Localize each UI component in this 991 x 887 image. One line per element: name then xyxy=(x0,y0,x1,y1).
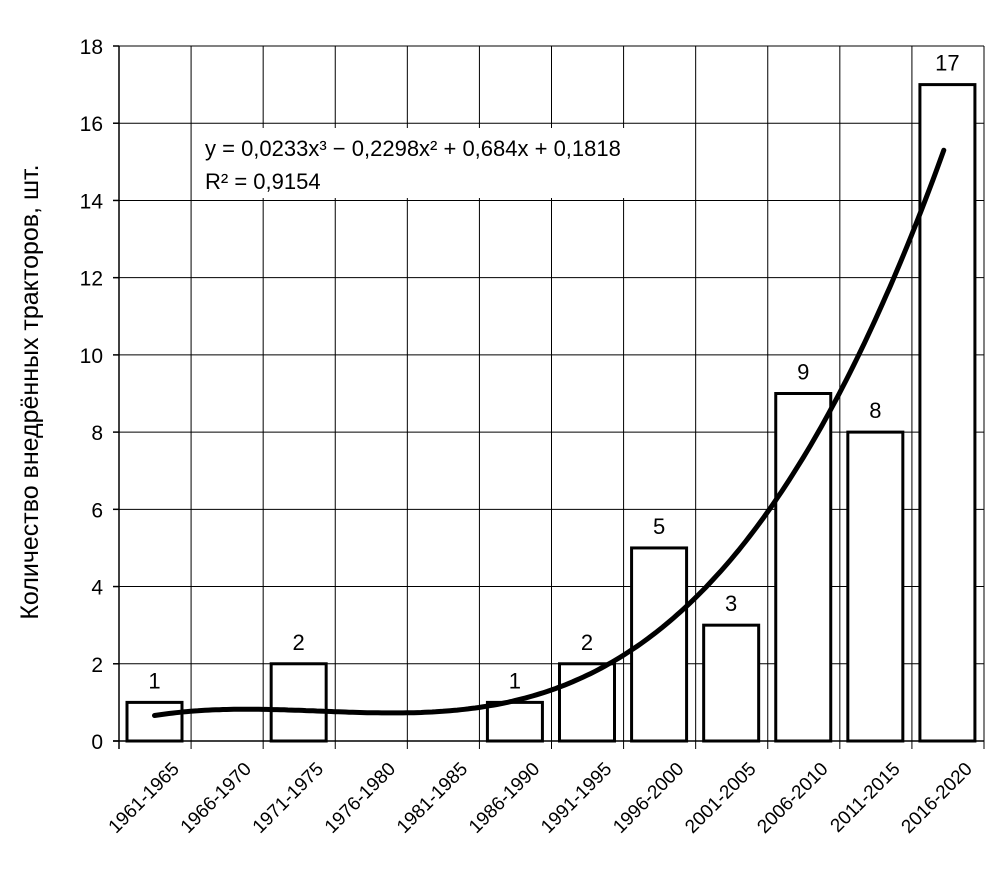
trendline-r2: R² = 0,9154 xyxy=(205,169,321,194)
y-tick-label: 16 xyxy=(80,113,103,136)
bar xyxy=(269,662,328,743)
y-tick-label: 8 xyxy=(91,422,103,445)
x-tick-label: 1971-1975 xyxy=(249,759,328,838)
bar xyxy=(558,662,616,743)
trendline xyxy=(152,147,947,718)
bar xyxy=(125,700,184,743)
axes xyxy=(113,45,984,749)
y-tick-label: 2 xyxy=(91,654,103,677)
bar xyxy=(702,623,761,743)
bar xyxy=(774,392,833,743)
y-tick-label: 0 xyxy=(91,731,103,754)
data-label: 1 xyxy=(509,668,521,693)
data-label: 2 xyxy=(581,630,593,655)
x-tick-label: 1986-1990 xyxy=(465,759,544,838)
x-tick-label: 2006-2010 xyxy=(753,759,832,838)
y-tick-label: 4 xyxy=(91,577,103,600)
bar xyxy=(485,700,544,743)
x-tick-label: 2001-2005 xyxy=(681,759,760,838)
y-tick-label: 18 xyxy=(80,36,103,59)
y-tick-label: 6 xyxy=(91,499,103,522)
y-axis-label: Количество внедрённых тракторов, шт. xyxy=(16,164,44,619)
x-tick-label: 1961-1965 xyxy=(105,759,184,838)
data-label: 8 xyxy=(869,398,881,423)
x-tick-label: 1966-1970 xyxy=(177,759,256,838)
trendline-equation: y = 0,0233x³ − 0,2298x² + 0,684x + 0,181… xyxy=(205,136,621,161)
data-label: 3 xyxy=(725,591,737,616)
data-label: 17 xyxy=(935,51,959,76)
data-label: 2 xyxy=(293,630,305,655)
x-tick-label: 2016-2020 xyxy=(898,759,977,838)
data-label: 5 xyxy=(653,514,665,539)
x-tick-label: 2011-2015 xyxy=(827,759,905,837)
y-tick-label: 12 xyxy=(80,268,103,291)
y-tick-label: 14 xyxy=(80,190,104,213)
x-tick-label: 1976-1980 xyxy=(321,759,400,838)
trendline-curve xyxy=(152,147,947,718)
data-label: 9 xyxy=(797,360,809,385)
x-tick-label: 1991-1995 xyxy=(537,759,616,838)
bar xyxy=(846,430,905,743)
bar xyxy=(918,83,977,743)
data-label: 1 xyxy=(148,668,160,693)
trendline-equation-box: y = 0,0233x³ − 0,2298x² + 0,684x + 0,181… xyxy=(196,128,686,198)
x-tick-label: 1996-2000 xyxy=(609,759,688,838)
x-tick-label: 1981-1985 xyxy=(393,759,472,838)
y-tick-label: 10 xyxy=(80,345,103,368)
